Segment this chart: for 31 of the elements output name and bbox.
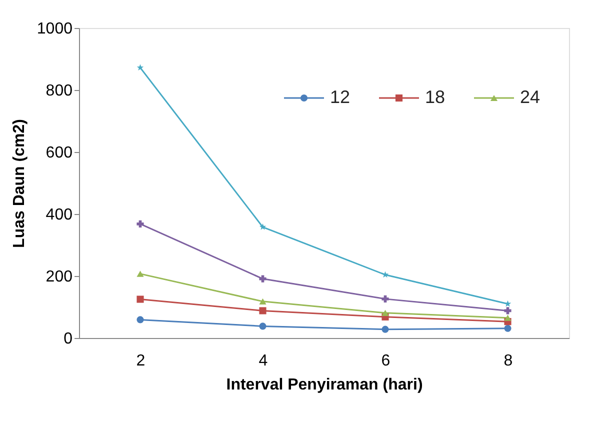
- point: [382, 295, 389, 302]
- point: [504, 307, 512, 314]
- point: [259, 275, 266, 282]
- point: [259, 223, 266, 230]
- point: [136, 64, 144, 71]
- point: [382, 310, 389, 316]
- point: [382, 326, 389, 333]
- x-tick-label: 4: [258, 352, 268, 370]
- legend-label: 24: [520, 87, 540, 107]
- y-tick-label: 0: [64, 330, 73, 348]
- point: [136, 270, 144, 277]
- point: [136, 316, 144, 324]
- point: [259, 322, 266, 330]
- point: [136, 296, 144, 303]
- y-tick-label: 800: [46, 82, 73, 100]
- x-tick-label: 8: [504, 352, 513, 370]
- y-tick-label: 200: [46, 268, 73, 286]
- x-axis-title: Interval Penyiraman (hari): [226, 376, 423, 394]
- point: [259, 298, 266, 304]
- point: [136, 220, 144, 228]
- y-axis-title: Luas Daun (cm2): [10, 119, 28, 248]
- x-tick-label: 2: [136, 352, 146, 370]
- point: [504, 324, 512, 332]
- point: [259, 307, 266, 314]
- legend-label: 18: [425, 87, 446, 107]
- x-tick-label: 6: [381, 352, 390, 370]
- point: [504, 314, 512, 321]
- y-tick-label: 1000: [36, 20, 73, 38]
- legend-label: 12: [330, 87, 350, 107]
- y-tick-label: 600: [46, 144, 73, 162]
- y-tick-label: 400: [46, 206, 73, 224]
